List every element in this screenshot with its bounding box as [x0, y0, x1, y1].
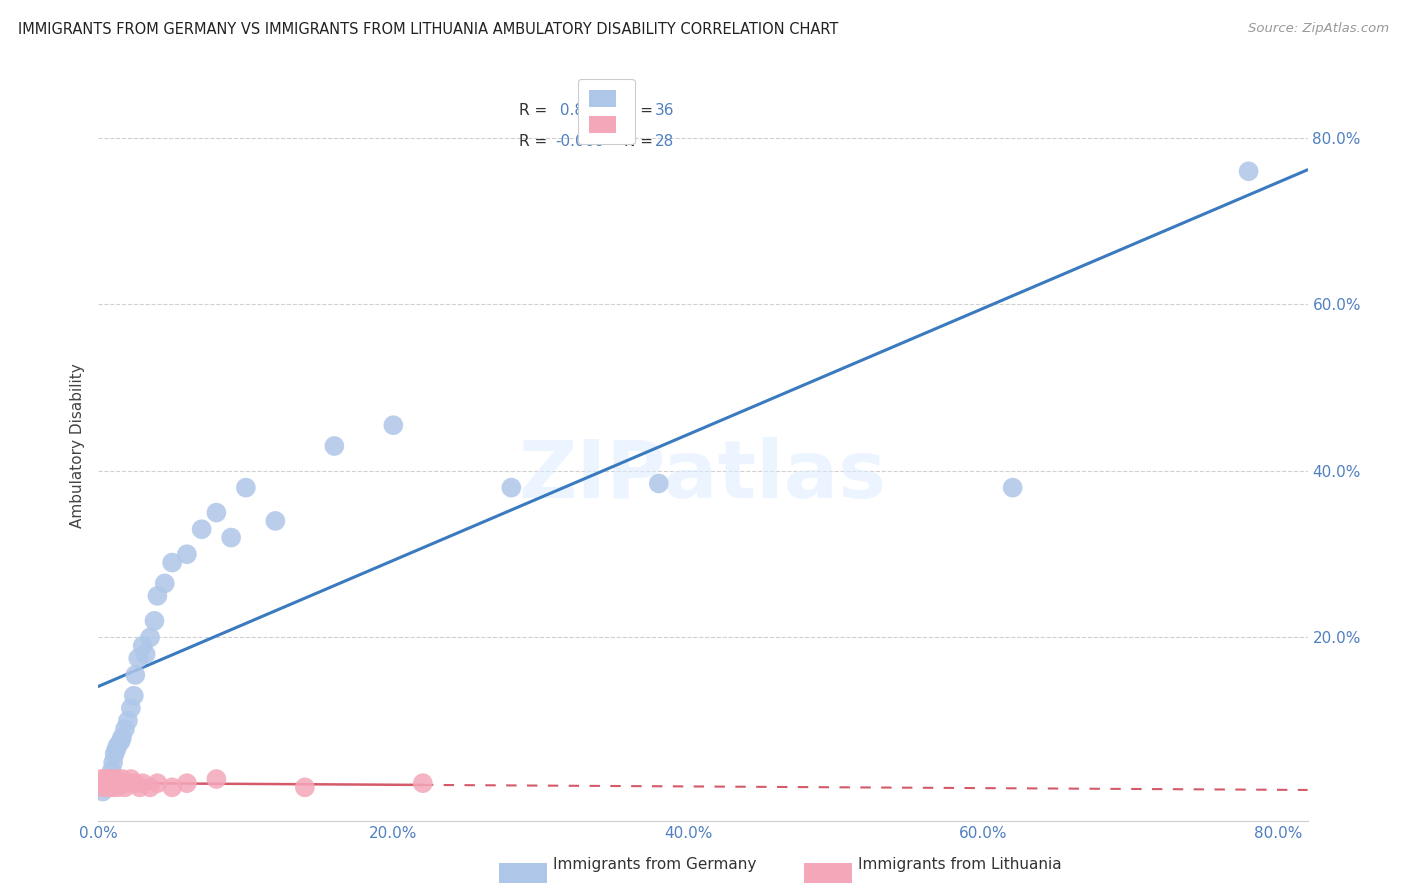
Point: [160, 780, 183, 795]
Point: [190, 522, 212, 536]
Point: [648, 476, 671, 491]
Point: [101, 756, 124, 770]
Point: [89, 776, 111, 790]
Point: [96, 772, 118, 786]
Point: [110, 734, 132, 748]
Point: [139, 631, 162, 645]
Point: [264, 514, 287, 528]
Point: [98, 776, 121, 790]
Text: Immigrants from Germany: Immigrants from Germany: [553, 857, 756, 872]
Point: [122, 689, 145, 703]
Point: [176, 776, 198, 790]
Point: [219, 531, 242, 545]
Point: [117, 714, 139, 728]
Text: -0.068: -0.068: [555, 135, 605, 149]
Text: R =: R =: [519, 135, 547, 149]
Text: IMMIGRANTS FROM GERMANY VS IMMIGRANTS FROM LITHUANIA AMBULATORY DISABILITY CORRE: IMMIGRANTS FROM GERMANY VS IMMIGRANTS FR…: [18, 22, 838, 37]
Point: [98, 772, 121, 786]
Text: N =: N =: [624, 135, 654, 149]
Point: [294, 780, 316, 795]
Point: [128, 780, 150, 795]
Point: [120, 772, 142, 786]
Text: 0.835: 0.835: [555, 103, 603, 118]
Point: [97, 780, 120, 795]
Point: [100, 764, 122, 778]
Point: [105, 772, 128, 786]
Point: [104, 747, 127, 761]
Point: [382, 418, 405, 433]
Point: [205, 772, 228, 786]
Point: [1001, 481, 1024, 495]
Point: [97, 776, 120, 790]
Point: [105, 743, 128, 757]
Point: [146, 776, 169, 790]
Point: [101, 780, 124, 795]
Point: [94, 780, 117, 795]
Legend: , : ,: [578, 79, 634, 145]
Point: [114, 780, 136, 795]
Point: [111, 772, 134, 786]
Point: [176, 547, 198, 561]
Point: [104, 776, 127, 790]
Point: [131, 639, 153, 653]
Point: [110, 776, 132, 790]
Text: N =: N =: [624, 103, 654, 118]
Text: Immigrants from Lithuania: Immigrants from Lithuania: [858, 857, 1062, 872]
Text: 28: 28: [655, 135, 673, 149]
Point: [501, 481, 523, 495]
Point: [91, 780, 114, 795]
Point: [107, 780, 129, 795]
Text: Source: ZipAtlas.com: Source: ZipAtlas.com: [1249, 22, 1389, 36]
Text: R =: R =: [519, 103, 547, 118]
Point: [323, 439, 346, 453]
Text: ZIPatlas: ZIPatlas: [519, 437, 887, 515]
Point: [114, 722, 136, 736]
Point: [1237, 164, 1260, 178]
Y-axis label: Ambulatory Disability: Ambulatory Disability: [70, 364, 86, 528]
Point: [94, 776, 117, 790]
Point: [120, 701, 142, 715]
Point: [131, 776, 153, 790]
Text: 36: 36: [655, 103, 673, 118]
Point: [205, 506, 228, 520]
Point: [91, 784, 114, 798]
Point: [111, 731, 134, 745]
Point: [135, 647, 157, 661]
Point: [90, 772, 112, 786]
Point: [153, 576, 176, 591]
Point: [93, 772, 115, 786]
Point: [139, 780, 162, 795]
Point: [143, 614, 166, 628]
Point: [146, 589, 169, 603]
Point: [235, 481, 257, 495]
Point: [124, 776, 146, 790]
Point: [124, 668, 146, 682]
Point: [160, 556, 183, 570]
Point: [412, 776, 434, 790]
Point: [117, 776, 139, 790]
Point: [127, 651, 149, 665]
Point: [100, 772, 122, 786]
Point: [107, 739, 129, 753]
